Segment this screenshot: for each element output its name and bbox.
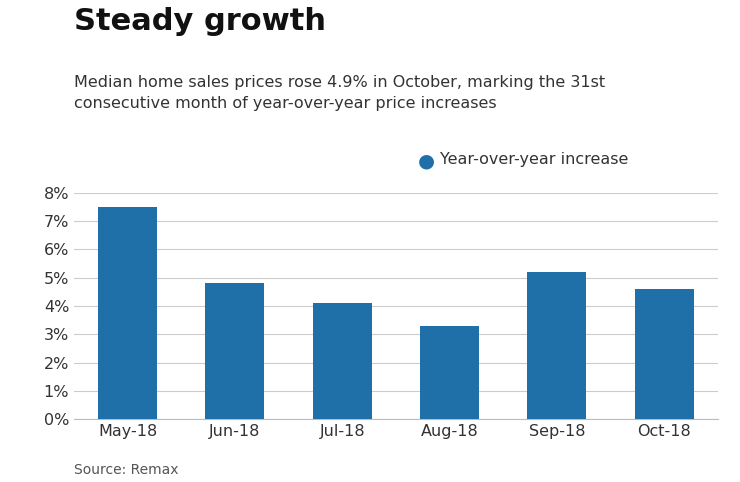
Bar (528, 272, 586, 419)
Text: ●: ● (418, 152, 435, 171)
Text: Year-over-year increase: Year-over-year increase (440, 152, 629, 167)
Bar (420, 326, 479, 419)
Bar (98, 207, 157, 419)
Bar (313, 303, 371, 419)
Bar (635, 289, 693, 419)
Text: Median home sales prices rose 4.9% in October, marking the 31st
consecutive mont: Median home sales prices rose 4.9% in Oc… (74, 75, 605, 111)
Bar (206, 283, 264, 419)
Text: Source: Remax: Source: Remax (74, 463, 178, 477)
Text: Steady growth: Steady growth (74, 7, 326, 36)
